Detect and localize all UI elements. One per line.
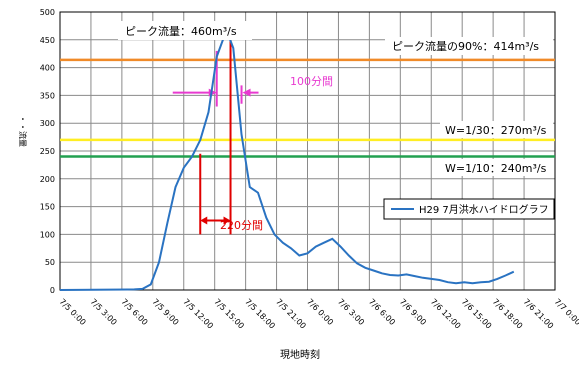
y-tick-label: 400 <box>40 64 55 73</box>
y-tick-label: 0 <box>50 286 55 295</box>
x-tick-label: 7/5 12:00 <box>181 297 215 331</box>
legend: H29 7月洪水ハイドログラフ <box>383 198 555 220</box>
x-tick-label: 7/5 0:00 <box>58 297 88 327</box>
reference-lines <box>60 58 555 158</box>
x-tick-label: 7/6 9:00 <box>398 297 428 327</box>
y-tick-label: 450 <box>40 36 55 45</box>
y-tick-label: 300 <box>40 119 55 128</box>
x-tick-label: 7/6 6:00 <box>367 297 397 327</box>
ref-label-w10: W=1/10：240m³/s <box>445 162 547 175</box>
series-line-flood-hydrograph <box>59 32 515 291</box>
y-tick-label: 50 <box>45 258 55 267</box>
x-tick-label: 7/5 18:00 <box>243 297 277 331</box>
x-tick-label: 7/5 6:00 <box>119 297 149 327</box>
ref-label-w30: W=1/30：270m³/s <box>445 124 547 137</box>
x-tick-label: 7/5 15:00 <box>212 297 246 331</box>
x-axis: 7/5 0:00 7/5 3:00 7/5 6:00 7/5 9:00 7/5 12:0… <box>58 297 579 331</box>
grid <box>60 12 555 290</box>
plot-frame <box>59 11 556 291</box>
x-tick-label: 7/6 21:00 <box>522 297 556 331</box>
red-duration-label: 220分間 <box>220 219 263 232</box>
y-axis-title: ・・流量 <box>18 115 28 147</box>
ref-label-box-w10: W=1/10：240m³/s <box>440 159 553 176</box>
x-tick-label: 7/6 18:00 <box>491 297 525 331</box>
red-arrowhead-right <box>223 216 231 225</box>
ref-label-box-w30: W=1/30：270m³/s <box>440 121 553 138</box>
legend-label: H29 7月洪水ハイドログラフ <box>419 203 549 216</box>
x-tick-label: 7/6 0:00 <box>305 297 335 327</box>
x-tick-label: 7/6 12:00 <box>429 297 463 331</box>
x-axis-title: 現地時刻 <box>280 348 320 361</box>
red-arrowhead-left <box>200 216 208 225</box>
x-tick-label: 7/7 0:00 <box>553 297 579 327</box>
ref-label-box-90pct: ピーク流量の90%：414m³/s <box>385 37 553 55</box>
ref-label-90pct: ピーク流量の90%：414m³/s <box>392 39 539 53</box>
y-tick-label: 100 <box>40 230 55 239</box>
y-tick-label: 500 <box>40 8 55 17</box>
y-tick-label: 250 <box>40 147 55 156</box>
y-tick-label: 150 <box>40 203 55 212</box>
x-tick-label: 7/6 3:00 <box>336 297 366 327</box>
x-tick-label: 7/5 9:00 <box>150 297 180 327</box>
x-tick-label: 7/6 15:00 <box>460 297 494 331</box>
y-tick-label: 350 <box>40 91 55 100</box>
legend-box <box>383 198 555 220</box>
y-tick-label: 200 <box>40 175 55 184</box>
peak-label: ピーク流量：460m³/s <box>125 24 237 38</box>
x-tick-label: 7/5 21:00 <box>274 297 308 331</box>
magenta-arrowhead-right <box>242 88 251 97</box>
peak-label-box: ピーク流量：460m³/s <box>118 21 252 40</box>
magenta-duration-label: 100分間 <box>290 75 333 88</box>
y-axis: 0 50 100 150 200 250 300 350 400 450 500 <box>40 8 55 295</box>
x-tick-label: 7/5 3:00 <box>89 297 119 327</box>
